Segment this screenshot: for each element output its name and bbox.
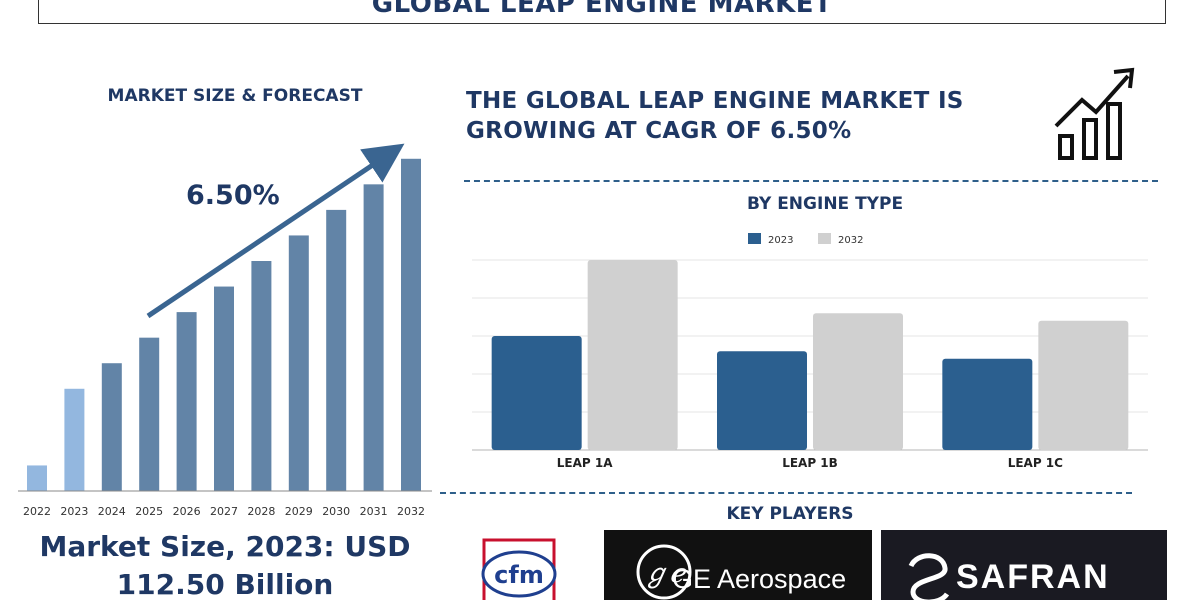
year-label-2023: 2023 xyxy=(60,505,88,518)
market-size-chart: 2022 2023 2024 2025 2026 2027 2028 2029 2030 2031… xyxy=(18,143,432,518)
forecast-bar-2032 xyxy=(401,158,421,491)
year-label-2030: 2030 xyxy=(322,505,350,518)
bar-leap-1c-2023 xyxy=(942,358,1033,450)
forecast-bar-2023 xyxy=(64,388,85,491)
growth-arrow xyxy=(146,143,405,319)
year-label-2026: 2026 xyxy=(173,505,201,518)
year-label-2027: 2027 xyxy=(210,505,238,518)
divider-top xyxy=(464,180,1158,182)
bar-leap-1a-2023 xyxy=(491,336,582,450)
cfm-logo-text: cfm xyxy=(494,561,544,589)
title-box: GLOBAL LEAP ENGINE MARKET xyxy=(38,0,1166,24)
bar-leap-1a-2032 xyxy=(587,260,678,450)
forecast-bar-2026 xyxy=(176,312,197,491)
headline-line-2: GROWING AT CAGR OF 6.50% xyxy=(466,118,852,144)
key-players-title: KEY PLAYERS xyxy=(726,504,854,524)
legend-swatch-2023 xyxy=(748,233,761,244)
cfm-logo: cfm xyxy=(481,538,557,600)
divider-bottom xyxy=(440,492,1132,494)
forecast-bar-2031 xyxy=(363,184,384,492)
year-label-2031: 2031 xyxy=(360,505,388,518)
safran-swirl-icon xyxy=(908,553,950,605)
cagr-annotation: 6.50% xyxy=(186,180,280,211)
market-size-text: Market Size, 2023: USD 112.50 Billion xyxy=(20,528,430,604)
svg-text:ℊℯ: ℊℯ xyxy=(643,559,687,589)
year-label-2028: 2028 xyxy=(247,505,275,518)
category-label-leap-1b: LEAP 1B xyxy=(782,456,838,470)
category-label-leap-1a: LEAP 1A xyxy=(557,456,613,470)
year-label-2032: 2032 xyxy=(397,505,425,518)
forecast-bar-2028 xyxy=(251,261,272,491)
headline-line-1: THE GLOBAL LEAP ENGINE MARKET IS xyxy=(466,88,964,114)
forecast-bar-2024 xyxy=(101,363,122,491)
market-size-chart-title: MARKET SIZE & FORECAST xyxy=(107,86,363,106)
forecast-bar-2025 xyxy=(139,337,160,491)
category-label-leap-1c: LEAP 1C xyxy=(1008,456,1063,470)
bar-leap-1b-2023 xyxy=(717,351,807,450)
bar-leap-1b-2032 xyxy=(813,313,903,450)
legend-swatch-2032 xyxy=(818,233,831,244)
safran-text: SAFRAN xyxy=(956,558,1110,596)
ge-aerospace-logo: ℊℯ xyxy=(604,530,872,600)
year-label-2025: 2025 xyxy=(135,505,163,518)
year-label-2024: 2024 xyxy=(98,505,126,518)
engine-type-chart: 2023 2032 LEAP 1A LEAP 1B LEAP 1C xyxy=(472,233,1148,470)
safran-logo xyxy=(881,530,1167,605)
market-size-line-2: 112.50 Billion xyxy=(116,568,334,601)
legend-label-2032: 2032 xyxy=(838,235,863,246)
page-title: GLOBAL LEAP ENGINE MARKET xyxy=(371,0,833,19)
forecast-bar-2029 xyxy=(288,235,309,491)
forecast-bar-2027 xyxy=(214,286,234,491)
ge-aerospace-text: GE Aerospace xyxy=(672,564,847,594)
year-label-2022: 2022 xyxy=(23,505,51,518)
legend-label-2023: 2023 xyxy=(768,235,793,246)
market-size-line-1: Market Size, 2023: USD xyxy=(39,530,411,563)
growth-chart-icon xyxy=(1054,67,1135,160)
bar-leap-1c-2032 xyxy=(1038,320,1129,450)
ge-monogram-icon: ℊℯ xyxy=(636,544,692,600)
forecast-bar-2022 xyxy=(27,465,47,491)
year-label-2029: 2029 xyxy=(285,505,313,518)
cagr-headline: THE GLOBAL LEAP ENGINE MARKET IS GROWING… xyxy=(466,86,1026,146)
forecast-bar-2030 xyxy=(326,209,347,491)
engine-type-chart-title: BY ENGINE TYPE xyxy=(746,194,904,214)
